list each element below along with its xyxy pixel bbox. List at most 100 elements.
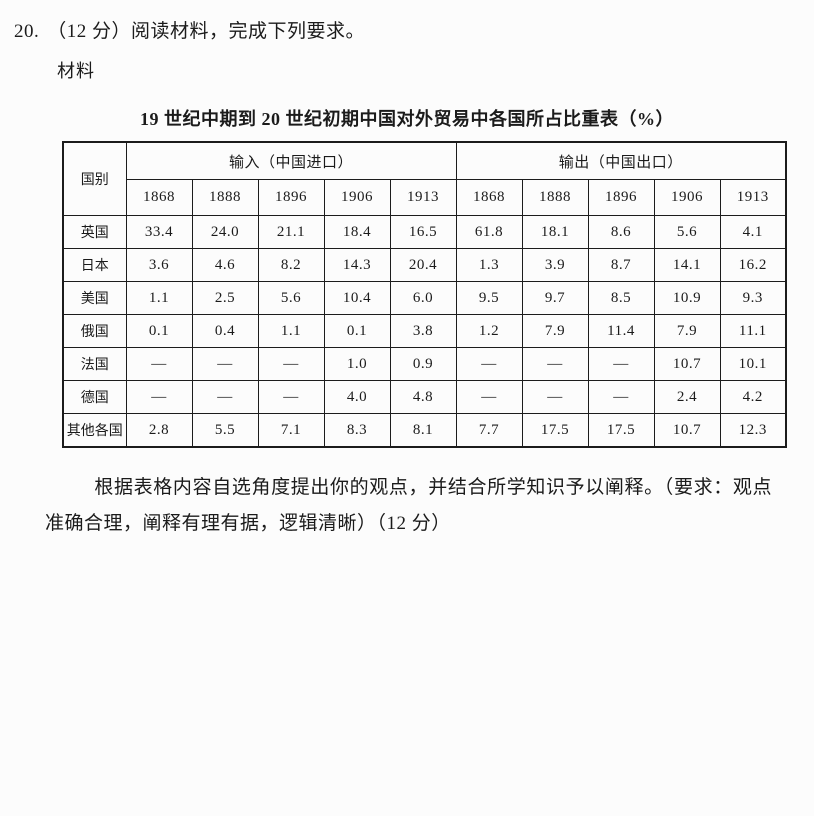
value-cell: 61.8	[455, 215, 523, 249]
value-cell: 24.0	[191, 215, 259, 249]
value-cell: 11.4	[587, 314, 655, 348]
value-cell: —	[125, 380, 193, 414]
value-cell: —	[521, 380, 589, 414]
value-cell: 9.5	[455, 281, 523, 315]
question-number: 20.	[14, 21, 40, 42]
value-cell: 7.1	[257, 413, 325, 448]
value-cell: —	[191, 347, 259, 381]
year-header-cell: 1888	[191, 179, 259, 216]
year-header-cell: 1913	[719, 179, 787, 216]
value-cell: 33.4	[125, 215, 193, 249]
country-cell: 英国	[62, 215, 127, 249]
value-cell: 1.1	[257, 314, 325, 348]
value-cell: 0.4	[191, 314, 259, 348]
value-cell: 3.6	[125, 248, 193, 282]
value-cell: 9.3	[719, 281, 787, 315]
value-cell: 5.6	[257, 281, 325, 315]
table-title: 19 世纪中期到 20 世纪初期中国对外贸易中各国所占比重表（%）	[140, 109, 674, 129]
value-cell: 0.1	[323, 314, 391, 348]
value-cell: 9.7	[521, 281, 589, 315]
value-cell: 4.6	[191, 248, 259, 282]
value-cell: 7.9	[653, 314, 721, 348]
question-intro: （12 分）阅读材料，完成下列要求。	[47, 21, 366, 42]
value-cell: 1.0	[323, 347, 391, 381]
table-body: 英国 33.4 24.0 21.1 18.4 16.5 61.8 18.1 8.6 5.6 4.1 日…	[62, 215, 787, 448]
table-row: 其他各国 2.8 5.5 7.1 8.3 8.1 7.7 17.5 17.5 10.7 12.3	[62, 413, 787, 448]
value-cell: 6.0	[389, 281, 457, 315]
value-cell: —	[521, 347, 589, 381]
table-row: 法国 — — —1.0 0.9— — —10.7 10.1	[62, 347, 787, 381]
value-cell: 4.2	[719, 380, 787, 414]
exam-page: 20. （12 分）阅读材料，完成下列要求。 材料 19 世纪中期到 20 世纪初…	[0, 16, 814, 816]
year-header-cell: 1888	[521, 179, 589, 216]
value-cell: 10.4	[323, 281, 391, 315]
country-column-header: 国别	[62, 141, 127, 216]
value-cell: 12.3	[719, 413, 787, 448]
value-cell: 2.4	[653, 380, 721, 414]
value-cell: 21.1	[257, 215, 325, 249]
value-cell: 1.3	[455, 248, 523, 282]
year-header-cell: 1896	[587, 179, 655, 216]
value-cell: —	[125, 347, 193, 381]
year-header-cell: 1906	[653, 179, 721, 216]
value-cell: 1.2	[455, 314, 523, 348]
value-cell: 8.6	[587, 215, 655, 249]
value-cell: 20.4	[389, 248, 457, 282]
value-cell: 17.5	[521, 413, 589, 448]
question-line: 20. （12 分）阅读材料，完成下列要求。	[14, 16, 814, 43]
country-cell: 法国	[62, 347, 127, 381]
value-cell: 8.7	[587, 248, 655, 282]
value-cell: —	[257, 380, 325, 414]
year-header-cell: 1896	[257, 179, 325, 216]
export-group-header: 输出（中国出口）	[455, 141, 787, 180]
value-cell: 3.8	[389, 314, 457, 348]
value-cell: 14.3	[323, 248, 391, 282]
value-cell: 16.5	[389, 215, 457, 249]
value-cell: 18.1	[521, 215, 589, 249]
value-cell: 10.7	[653, 347, 721, 381]
value-cell: 16.2	[719, 248, 787, 282]
value-cell: 4.1	[719, 215, 787, 249]
year-header-cell: 1868	[125, 179, 193, 216]
country-cell: 俄国	[62, 314, 127, 348]
value-cell: 2.5	[191, 281, 259, 315]
value-cell: 8.2	[257, 248, 325, 282]
table-row: 日本 3.6 4.6 8.2 14.3 20.4 1.3 3.9 8.7 14.1 16.2	[62, 248, 787, 282]
year-header-cell: 1906	[323, 179, 391, 216]
year-header-row: 1868 1888 1896 1906 1913 1868 1888 1896 1906 1913	[63, 179, 787, 216]
value-cell: —	[455, 347, 523, 381]
table-row: 俄国 0.1 0.4 1.1 0.1 3.8 1.2 7.9 11.4 7.9 11.1	[62, 314, 787, 348]
year-header-cell: 1868	[455, 179, 523, 216]
value-cell: —	[587, 380, 655, 414]
year-header-cell: 1913	[389, 179, 457, 216]
value-cell: 4.8	[389, 380, 457, 414]
value-cell: 0.1	[125, 314, 193, 348]
country-cell: 日本	[62, 248, 127, 282]
table-row: 英国 33.4 24.0 21.1 18.4 16.5 61.8 18.1 8.6 5.6 4.1	[62, 215, 787, 249]
value-cell: —	[587, 347, 655, 381]
value-cell: 7.7	[455, 413, 523, 448]
value-cell: —	[257, 347, 325, 381]
value-cell: 2.8	[125, 413, 193, 448]
value-cell: 7.9	[521, 314, 589, 348]
value-cell: 0.9	[389, 347, 457, 381]
value-cell: 11.1	[719, 314, 787, 348]
value-cell: —	[191, 380, 259, 414]
value-cell: 8.3	[323, 413, 391, 448]
country-cell: 美国	[62, 281, 127, 315]
task-instruction: 根据表格内容自选角度提出你的观点，并结合所学知识予以阐释。（要求：观点准确合理，…	[45, 477, 772, 534]
value-cell: 10.7	[653, 413, 721, 448]
value-cell: 3.9	[521, 248, 589, 282]
value-cell: —	[455, 380, 523, 414]
table-row: 德国 — — —4.0 4.8— — —2.4 4.2	[62, 380, 787, 414]
value-cell: 8.1	[389, 413, 457, 448]
value-cell: 14.1	[653, 248, 721, 282]
import-group-header: 输入（中国进口）	[125, 141, 457, 180]
value-cell: 18.4	[323, 215, 391, 249]
value-cell: 5.6	[653, 215, 721, 249]
value-cell: 10.1	[719, 347, 787, 381]
country-cell: 其他各国	[62, 413, 127, 448]
trade-share-table: 国别 输入（中国进口） 输出（中国出口） 1868 1888 1896 1906 191…	[62, 141, 787, 448]
material-label: 材料	[57, 61, 95, 81]
table-group-header-row: 国别 输入（中国进口） 输出（中国出口）	[62, 141, 787, 216]
